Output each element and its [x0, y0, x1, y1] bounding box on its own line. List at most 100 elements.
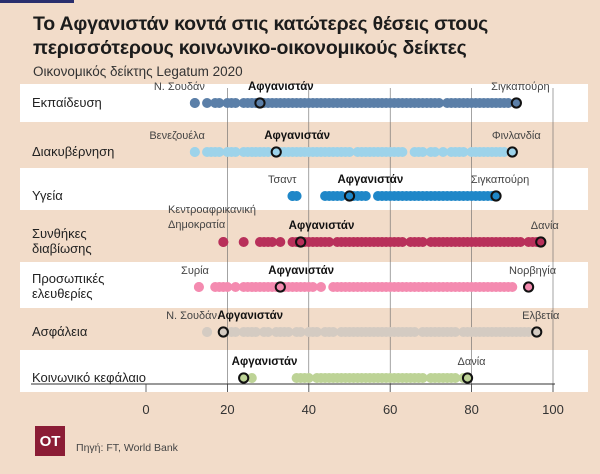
max-label: Νορβηγία [509, 265, 557, 277]
max-label: Ελβετία [522, 310, 560, 322]
data-dot [336, 191, 347, 201]
source-note: Πηγή: FT, World Bank [76, 442, 178, 454]
data-dot [328, 327, 339, 337]
max-label: Φινλανδία [492, 130, 541, 142]
min-dot [189, 147, 200, 157]
afghanistan-dot [254, 97, 266, 109]
data-dot [417, 237, 428, 247]
afghanistan-dot [270, 146, 282, 158]
data-dot [360, 191, 371, 201]
max-label: Δανία [531, 220, 560, 232]
data-dot [316, 282, 327, 292]
data-dot [230, 282, 241, 292]
afghanistan-dot [217, 326, 229, 338]
x-tick-label: 0 [142, 402, 149, 417]
data-dot [263, 147, 274, 157]
max-dot [531, 326, 543, 338]
series-2: Υγεία Αφγανιστάν Σιγκαπούρη Τσαντ [32, 174, 529, 203]
x-tick-label: 60 [383, 402, 397, 417]
afghanistan-label: Αφγανιστάν [248, 81, 314, 93]
min-label: Ν. Σουδάν [166, 310, 217, 322]
min-label: Ν. Σουδάν [154, 81, 205, 93]
data-dot [214, 147, 225, 157]
data-dot [515, 237, 526, 247]
min-dot [193, 282, 204, 292]
data-dot [458, 147, 469, 157]
data-dot [214, 98, 225, 108]
afghanistan-label: Αφγανιστάν [268, 265, 334, 277]
data-dot [311, 327, 322, 337]
afghanistan-label: Αφγανιστάν [289, 220, 355, 232]
series-1: Διακυβέρνηση Αφγανιστάν Φινλανδία Βενεζουέλ… [32, 130, 541, 159]
x-tick-label: 80 [464, 402, 478, 417]
series-3: Συνθήκες διαβίωσης Αφγανιστάν Δανία Κεντροαφ… [32, 204, 559, 256]
data-dot [307, 282, 318, 292]
series-0: Εκπαίδευση Αφγανιστάν Σιγκαπούρη Ν. Σουδάν [32, 81, 550, 110]
row-band [20, 350, 588, 392]
data-dot [250, 327, 261, 337]
series-6: Κοινωνικό κεφάλαιο Αφγανιστάν Δανία [32, 356, 486, 385]
data-dot [503, 98, 514, 108]
data-dot [222, 282, 233, 292]
data-dot [397, 147, 408, 157]
row-label: Διακυβέρνηση [32, 144, 114, 159]
afghanistan-dot [295, 236, 307, 248]
row-label: Κοινωνικό κεφάλαιο [32, 370, 146, 385]
data-dot [303, 373, 314, 383]
data-dot [238, 237, 249, 247]
max-dot [522, 281, 535, 293]
data-dot [409, 327, 420, 337]
ot-logo: OT [35, 426, 65, 456]
data-dot [283, 327, 294, 337]
data-dot [417, 373, 428, 383]
data-dot [263, 327, 274, 337]
afghanistan-label: Αφγανιστάν [217, 310, 283, 322]
max-dot [510, 97, 522, 109]
max-dot [506, 146, 518, 158]
series-5: Ασφάλεια Αφγανιστάν Ελβετία Ν. Σουδάν [32, 310, 560, 339]
max-dot [490, 190, 502, 202]
afghanistan-dot [238, 372, 250, 384]
data-dot [324, 237, 335, 247]
data-dot [202, 98, 213, 108]
chart-title: Το Αφγανιστάν κοντά στις κατώτερες θέσει… [33, 13, 489, 59]
data-dot [230, 147, 241, 157]
data-dot [434, 98, 445, 108]
chart-subtitle: Οικονομικός δείκτης Legatum 2020 [33, 64, 243, 79]
max-label: Σιγκαπούρη [491, 81, 549, 93]
row-label: Ασφάλεια [32, 324, 88, 339]
row-label: Εκπαίδευση [32, 95, 102, 110]
data-dot [344, 147, 355, 157]
data-dot [429, 147, 440, 157]
max-dot [461, 372, 474, 384]
data-dot [438, 147, 449, 157]
data-dot [499, 147, 510, 157]
max-label: Σιγκαπούρη [471, 174, 529, 186]
data-dot [523, 327, 534, 337]
data-dot [230, 327, 241, 337]
data-dot [230, 98, 241, 108]
min-label: Δημοκρατία [168, 219, 226, 231]
data-dot [275, 237, 286, 247]
data-dot [397, 237, 408, 247]
data-dot [450, 373, 461, 383]
data-dot [267, 237, 278, 247]
data-dot [450, 327, 461, 337]
min-dot [218, 237, 229, 247]
series-4: Προσωπικές ελευθερίες Αφγανιστάν Νορβηγία Συ… [32, 265, 557, 301]
afghanistan-dot [274, 281, 286, 293]
max-dot [535, 236, 547, 248]
max-label: Δανία [458, 356, 487, 368]
top-accent-bar [0, 0, 74, 3]
min-label: Τσαντ [268, 174, 297, 186]
x-tick-label: 40 [302, 402, 316, 417]
data-dot [507, 282, 518, 292]
x-tick-label: 20 [220, 402, 234, 417]
row-label: Προσωπικές ελευθερίες [32, 271, 104, 301]
row-label: Συνθήκες διαβίωσης [32, 226, 92, 256]
data-dot [417, 147, 428, 157]
afghanistan-label: Αφγανιστάν [338, 174, 404, 186]
data-dot [246, 373, 257, 383]
min-label: Κεντροαφρικανική [168, 204, 256, 216]
